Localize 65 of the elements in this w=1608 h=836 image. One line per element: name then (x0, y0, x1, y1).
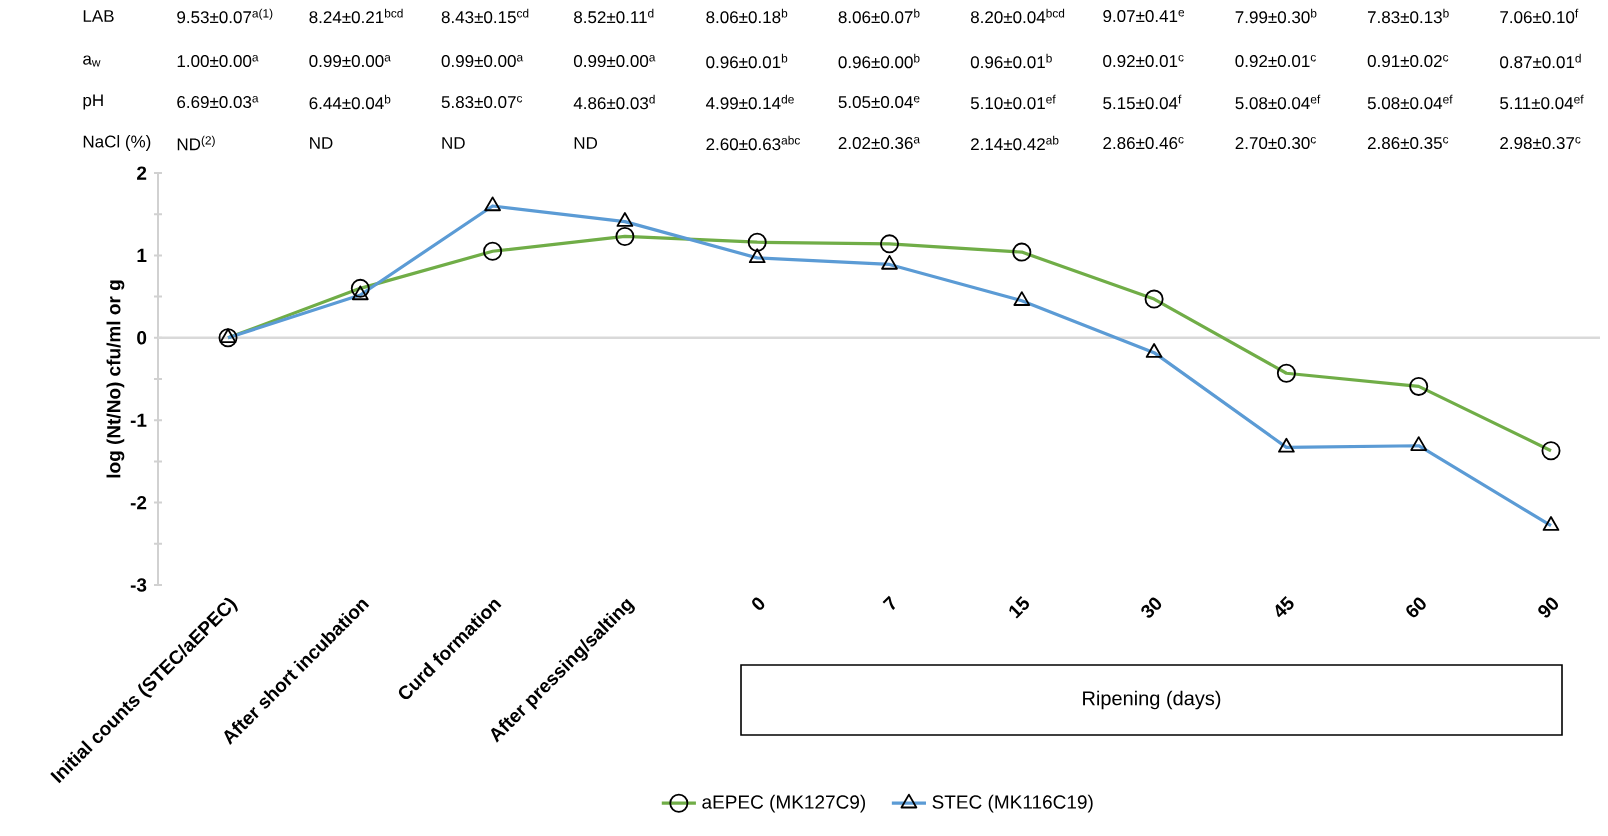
text: 1.00±0.00$^{a}$ (177, 54, 259, 68)
y-tick-label: 1 (137, 248, 147, 262)
text: 2.60±0.63$^{abc}$ (706, 135, 800, 151)
text: LAB (83, 10, 114, 22)
x-tick-label: 30 (1141, 597, 1162, 618)
text: 2.86±0.46$^{c}$ (1103, 136, 1184, 150)
text: pH (83, 94, 103, 110)
text: Ripening (days) (1083, 690, 1221, 710)
text: 5.08±0.04$^{ef}$ (1367, 94, 1453, 110)
text: 8.43±0.15$^{cd}$ (441, 8, 529, 24)
text: 0.99±0.00$^{a}$ (441, 54, 524, 68)
text: 2.14±0.42$^{ab}$ (971, 135, 1059, 151)
y-tick-label: -3 (130, 578, 147, 592)
text: 9.53±0.07$^{a(1)}$ (177, 8, 273, 24)
text: 0.87±0.01$^{d}$ (1500, 53, 1581, 69)
text: 0.92±0.01$^{c}$ (1235, 54, 1316, 68)
text: 9.07±0.41$^{e}$ (1103, 9, 1185, 23)
text: ND (442, 137, 465, 149)
text: 8.24±0.21$^{bcd}$ (309, 8, 403, 24)
x-tick-label: 15 (1009, 596, 1029, 619)
text: 8.52±0.11$^{d}$ (574, 8, 654, 24)
text: 7.83±0.13$^{b}$ (1367, 8, 1449, 24)
y-tick-label: -2 (130, 495, 147, 510)
text: 6.44±0.04$^{b}$ (309, 94, 391, 110)
text: NaCl (%) (83, 135, 151, 151)
text: 2.70±0.30$^{c}$ (1235, 136, 1316, 150)
text: ND (310, 137, 333, 149)
legend-label: STEC (MK116C19) (932, 794, 1093, 813)
text: ND$^{(2)}$ (177, 135, 215, 151)
y-tick-label: -1 (130, 413, 147, 427)
x-tick-label: 90 (1538, 597, 1559, 618)
text: 2.02±0.36$^{a}$ (838, 136, 921, 150)
text: 2.98±0.37$^{c}$ (1500, 136, 1581, 150)
text: 0.99±0.00$^{a}$ (309, 54, 391, 68)
text: 0.96±0.00$^{b}$ (838, 53, 920, 69)
y-tick-label: 2 (137, 166, 147, 180)
text: 2.86±0.35$^{c}$ (1367, 136, 1449, 150)
x-tick-label: 0 (752, 597, 765, 610)
text: 6.69±0.03$^{a}$ (177, 95, 259, 109)
text: 7.99±0.30$^{b}$ (1235, 8, 1317, 24)
text: 5.11±0.04$^{ef}$ (1500, 94, 1584, 110)
text: 8.20±0.04$^{bcd}$ (970, 8, 1065, 24)
text: 4.99±0.14$^{de}$ (705, 94, 794, 110)
text: 5.83±0.07$^{c}$ (441, 95, 523, 109)
text: 0.91±0.02$^{c}$ (1367, 54, 1449, 68)
y-axis-title: log (Nt/No) cfu/ml or g (106, 280, 125, 478)
text: 8.06±0.18$^{b}$ (706, 8, 788, 24)
x-tick-label: 7 (882, 595, 896, 610)
y-tick-label: 0 (137, 331, 147, 345)
legend-label: aEPEC (MK127C9) (702, 794, 866, 813)
text: 5.08±0.04$^{ef}$ (1235, 94, 1321, 110)
text: 0.96±0.01$^{b}$ (970, 53, 1052, 69)
x-tick-label: 45 (1275, 596, 1294, 618)
text: 0.92±0.01$^{c}$ (1103, 54, 1184, 68)
text: ND (574, 137, 598, 149)
text: 5.10±0.01$^{ef}$ (970, 94, 1056, 110)
text: 0.96±0.01$^{b}$ (706, 53, 788, 69)
text: 5.05±0.04$^{e}$ (838, 95, 920, 109)
x-tick-label: 60 (1406, 597, 1426, 618)
text: a$_{w}$ (83, 55, 101, 67)
text: 5.15±0.04$^{f}$ (1103, 94, 1182, 110)
text: 4.86±0.03$^{d}$ (573, 94, 655, 110)
text: 0.99±0.00$^{a}$ (573, 54, 656, 68)
text: 7.06±0.10$^{f}$ (1500, 8, 1579, 24)
text: 8.06±0.07$^{b}$ (838, 8, 920, 24)
